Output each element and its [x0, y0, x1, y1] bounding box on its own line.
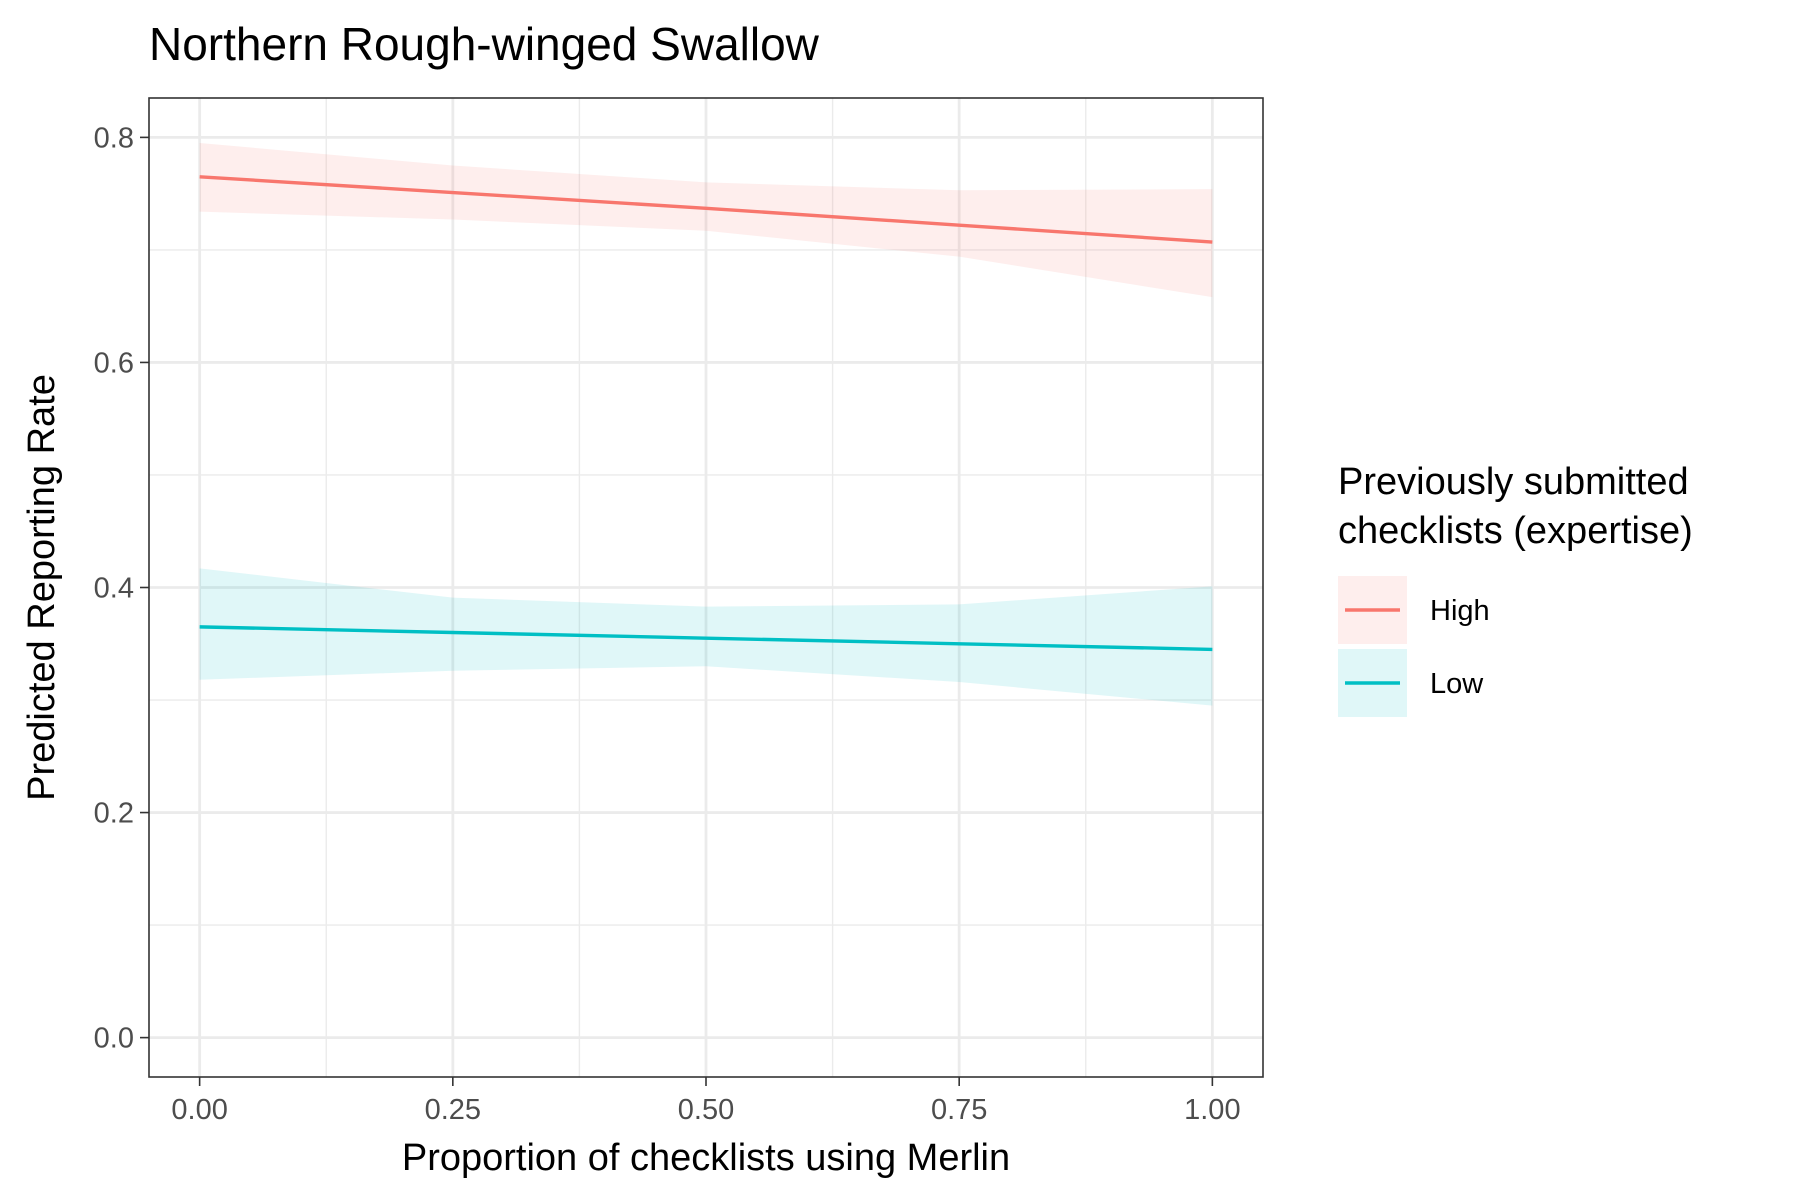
legend-title-line-2: checklists (expertise) [1338, 510, 1693, 552]
legend-label-high: High [1430, 595, 1490, 627]
x-tick-label: 0.50 [678, 1094, 734, 1126]
x-axis-title: Proportion of checklists using Merlin [402, 1137, 1010, 1179]
legend-title-line-1: Previously submitted [1338, 461, 1689, 503]
legend-label-low: Low [1430, 668, 1484, 700]
y-tick-label: 0.2 [94, 798, 134, 830]
line-high [199, 175, 1213, 244]
x-tick-label: 1.00 [1184, 1094, 1240, 1126]
ribbon-high [199, 143, 1213, 298]
legend-keys: High Low [1338, 576, 1490, 717]
major-gridlines [149, 98, 1263, 1077]
legend: Previously submitted checklists (experti… [1338, 461, 1693, 717]
x-tick-label: 0.25 [425, 1094, 481, 1126]
x-tick-label: 0.00 [171, 1094, 227, 1126]
line-low [199, 625, 1213, 652]
chart-title: Northern Rough-winged Swallow [149, 18, 820, 70]
series-lines [199, 175, 1213, 652]
y-tick-label: 0.6 [94, 347, 134, 379]
x-tick-label: 0.75 [931, 1094, 987, 1126]
y-tick-label: 0.8 [94, 122, 134, 154]
x-axis: 0.00 0.25 0.50 0.75 1.00 [171, 1077, 1241, 1126]
y-tick-label: 0.0 [94, 1023, 134, 1055]
y-tick-label: 0.4 [94, 573, 134, 605]
y-axis: 0.0 0.2 0.4 0.6 0.8 [94, 122, 149, 1055]
plot-panel [148, 97, 1264, 1078]
y-axis-title: Predicted Reporting Rate [21, 374, 63, 801]
